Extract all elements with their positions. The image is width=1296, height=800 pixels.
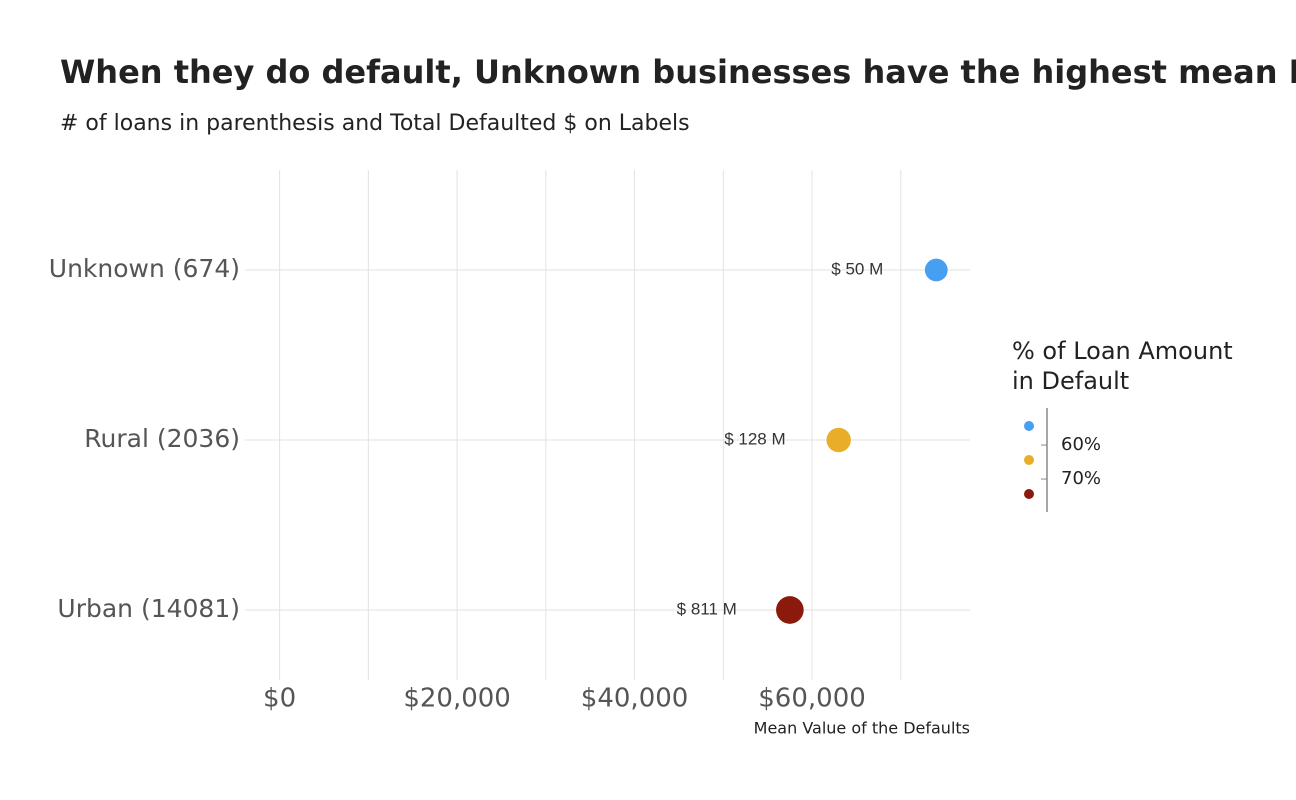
dot [924, 258, 948, 282]
legend-title: in Default [1012, 367, 1129, 395]
x-tick-label: $60,000 [758, 684, 866, 714]
chart-title: When they do default, Unknown businesses… [60, 53, 1296, 91]
y-tick-label: Unknown (674) [49, 254, 240, 283]
dot [776, 596, 804, 624]
value-label: $ 128 M [724, 429, 785, 448]
legend-dot [1024, 488, 1034, 499]
chart-subtitle: # of loans in parenthesis and Total Defa… [60, 111, 690, 136]
legend-label: 60% [1061, 434, 1101, 455]
x-tick-label: $20,000 [403, 684, 511, 714]
legend-title: % of Loan Amount [1012, 337, 1233, 365]
x-axis-label: Mean Value of the Defaults [754, 719, 970, 738]
x-tick-label: $40,000 [581, 684, 689, 714]
y-tick-label: Urban (14081) [57, 594, 240, 623]
legend-dot [1024, 455, 1034, 465]
value-label: $ 811 M [677, 599, 737, 618]
legend-label: 70% [1061, 468, 1101, 489]
dot [826, 427, 851, 453]
x-tick-label: $0 [263, 684, 296, 714]
value-label: $ 50 M [831, 259, 883, 278]
legend-dot [1024, 421, 1034, 432]
y-tick-label: Rural (2036) [84, 424, 240, 453]
